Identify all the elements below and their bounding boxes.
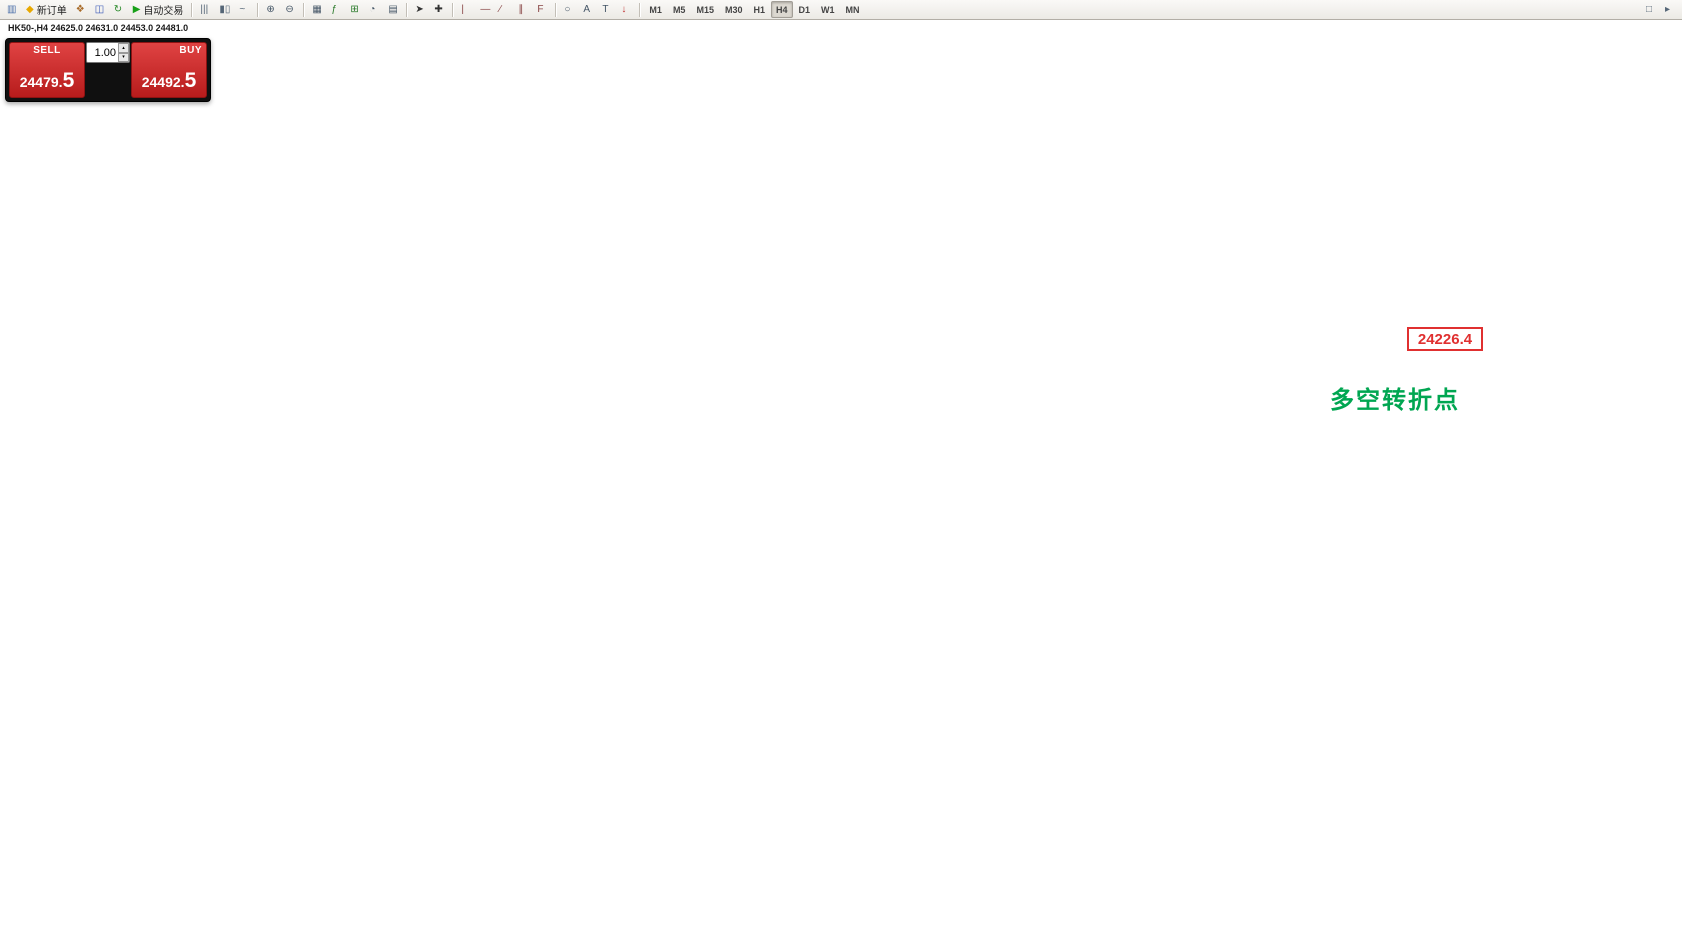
buy-label: BUY — [179, 45, 202, 56]
volume-decrease-button[interactable]: ▾ — [118, 52, 129, 62]
cursor-icon-glyph: ➤ — [415, 3, 424, 15]
data-window-icon-glyph: ◫ — [94, 3, 105, 15]
crosshair-icon-glyph: ✚ — [434, 3, 443, 15]
one-click-trading-panel: SELL 24479.5 ▴ ▾ BUY 24492.5 — [5, 38, 211, 102]
zoom-out-icon-glyph: ⊖ — [285, 3, 294, 15]
zoom-in-icon[interactable]: ⊕ — [262, 1, 280, 18]
text-icon[interactable]: A — [579, 1, 597, 18]
zoom-in-icon-glyph: ⊕ — [266, 3, 275, 15]
refresh-icon-glyph: ↻ — [113, 3, 123, 15]
expert-advisors-icon-glyph: ❖ — [75, 3, 85, 15]
indicators-icon-glyph: ƒ — [331, 3, 337, 15]
crosshair-icon[interactable]: ✚ — [430, 1, 448, 18]
auto-trading-button[interactable]: ▶ 自动交易 — [129, 1, 188, 18]
symbol-ohlc-info: HK50-,H4 24625.0 24631.0 24453.0 24481.0 — [8, 23, 189, 33]
toolbar-sep — [639, 2, 641, 17]
toolbar-sep — [555, 2, 557, 17]
toolbar-sep — [303, 2, 305, 17]
chart-shift-icon[interactable]: □ — [1642, 1, 1660, 18]
tile-windows-icon-glyph: ▦ — [312, 3, 322, 15]
horizontal-line-icon-glyph: — — [480, 3, 491, 15]
new-order-glyph: ◆ — [26, 3, 34, 15]
sell-label: SELL — [33, 45, 61, 56]
bar-chart-icon-glyph: ||| — [200, 3, 209, 15]
period-icon[interactable]: ◔ — [365, 1, 383, 18]
timeframe-m30[interactable]: M30 — [720, 1, 748, 18]
timeframe-d1[interactable]: D1 — [794, 1, 816, 18]
period-icon-glyph: ◔ — [369, 3, 376, 15]
turning-point-note[interactable]: 多空转折点 — [1330, 387, 1460, 414]
cursor-icon[interactable]: ➤ — [411, 1, 429, 18]
arrows-icon-glyph: ↓ — [621, 3, 627, 15]
candlestick-chart-icon[interactable]: ▮▯ — [215, 1, 234, 18]
data-window-icon[interactable]: ◫ — [91, 1, 109, 18]
expert-advisors-icon[interactable]: ❖ — [72, 1, 90, 18]
toolbar-sep — [257, 2, 259, 17]
templates-icon-glyph: ▤ — [388, 3, 398, 15]
timeframe-h1[interactable]: H1 — [748, 1, 770, 18]
price-annotation-label[interactable]: 24226.4 — [1407, 327, 1483, 351]
line-chart-icon[interactable]: ~ — [235, 1, 253, 18]
channel-icon[interactable]: ∥ — [514, 1, 532, 18]
volume-control: ▴ ▾ — [86, 42, 130, 98]
new-chart-icon[interactable]: ⊞ — [346, 1, 364, 18]
timeframe-h4[interactable]: H4 — [771, 1, 793, 18]
trendline-icon-glyph: ∕ — [499, 3, 502, 15]
tile-windows-icon[interactable]: ▦ — [308, 1, 326, 18]
timeframe-m15[interactable]: M15 — [691, 1, 719, 18]
buy-price: 24492.5 — [141, 69, 197, 92]
bar-chart-icon[interactable]: ||| — [196, 1, 214, 18]
toolbar-sep — [191, 2, 193, 17]
auto-trading-button-label: 自动交易 — [143, 6, 184, 17]
text-icon-glyph: A — [583, 3, 591, 15]
sell-button[interactable]: SELL 24479.5 — [9, 42, 85, 98]
label-icon-glyph: T — [602, 3, 609, 15]
volume-increase-button[interactable]: ▴ — [118, 43, 129, 53]
toolbar-sep — [452, 2, 454, 17]
buy-button[interactable]: BUY 24492.5 — [131, 42, 207, 98]
refresh-icon[interactable]: ↻ — [110, 1, 128, 18]
horizontal-line-icon[interactable]: — — [476, 1, 494, 18]
shapes-icon[interactable]: ○ — [560, 1, 578, 18]
sell-price: 24479.5 — [19, 69, 75, 92]
line-chart-icon-glyph: ~ — [239, 3, 246, 15]
shapes-icon-glyph: ○ — [564, 3, 571, 15]
timeframe-m5[interactable]: M5 — [668, 1, 691, 18]
candlestick-chart-icon-glyph: ▮▯ — [219, 3, 231, 15]
arrows-icon[interactable]: ↓ — [617, 1, 635, 18]
new-chart-icon-glyph: ⊞ — [350, 3, 359, 15]
timeframe-w1[interactable]: W1 — [816, 1, 840, 18]
charts-icon[interactable]: ▥ — [3, 1, 21, 18]
charts-icon-glyph: ▥ — [7, 3, 17, 15]
toolbar: ▥ ◆ 新订单 ❖ ◫ ↻ ▶ 自动交易 ||| ▮▯ ~ ⊕ ⊖ ▦ ƒ ⊞ ◔ ▤ ➤ ✚ | — ∕ ∥ F ○ A T ↓ M1 M… — [0, 0, 1682, 20]
timeframe-mn[interactable]: MN — [841, 1, 865, 18]
vertical-line-icon[interactable]: | — [457, 1, 475, 18]
chart-shift-icon-glyph: □ — [1646, 3, 1653, 15]
channel-icon-glyph: ∥ — [518, 3, 524, 15]
vertical-line-icon-glyph: | — [461, 3, 465, 15]
fibonacci-icon[interactable]: F — [533, 1, 551, 18]
new-order-button-label: 新订单 — [36, 6, 67, 17]
scroll-to-end-icon[interactable]: ▸ — [1661, 1, 1679, 18]
zoom-out-icon[interactable]: ⊖ — [281, 1, 299, 18]
trendline-icon[interactable]: ∕ — [495, 1, 513, 18]
templates-icon[interactable]: ▤ — [384, 1, 402, 18]
new-order-button[interactable]: ◆ 新订单 — [22, 1, 71, 18]
fibonacci-icon-glyph: F — [537, 3, 544, 15]
timeframe-m1[interactable]: M1 — [644, 1, 667, 18]
volume-input[interactable] — [87, 43, 118, 62]
auto-trading-glyph: ▶ — [132, 3, 141, 15]
indicators-icon[interactable]: ƒ — [327, 1, 345, 18]
scroll-to-end-icon-glyph: ▸ — [1665, 3, 1671, 15]
toolbar-sep — [406, 2, 408, 17]
label-icon[interactable]: T — [598, 1, 616, 18]
